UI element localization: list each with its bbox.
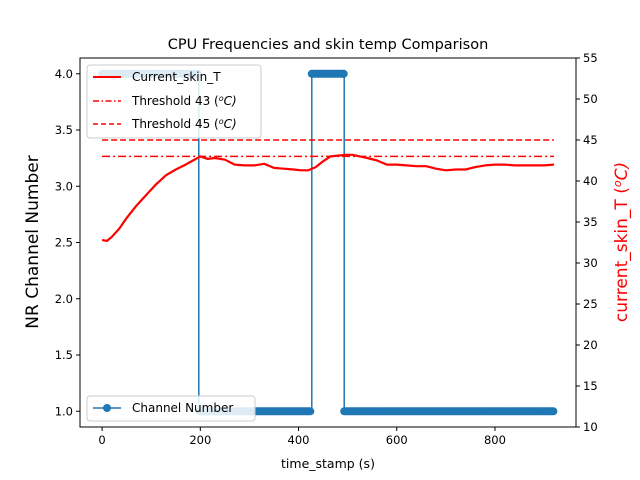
y-right-tick-label: 50 [583, 92, 598, 106]
x-tick-label: 600 [386, 433, 408, 447]
legend-box [86, 64, 262, 139]
y-right-tick-label: 40 [583, 174, 598, 188]
y-axis-left-label: NR Channel Number [23, 155, 43, 328]
y-right-tick-label: 30 [583, 256, 598, 270]
y-right-tick-label: 15 [583, 379, 598, 393]
x-axis: 0 200 400 600 800 [98, 427, 506, 447]
y-left-tick-label: 3.5 [55, 123, 73, 137]
legend-label-threshold-45: Threshold 45 (oC) [131, 117, 237, 131]
x-tick-label: 400 [288, 433, 310, 447]
channel-number-point [306, 407, 315, 416]
legend-marker-channel [103, 404, 111, 412]
channel-number-point [549, 407, 558, 416]
skin-temp-line [101, 153, 554, 242]
channel-number-point [339, 69, 348, 78]
y-axis-left: 1.0 1.5 2.0 2.5 3.0 3.5 4.0 [55, 67, 80, 418]
y-left-tick-label: 4.0 [55, 67, 73, 81]
y-left-tick-label: 1.5 [55, 348, 73, 362]
y-right-tick-label: 25 [583, 297, 598, 311]
legend-label-skin-temp: Current_skin_T [132, 70, 221, 84]
x-tick-label: 0 [98, 433, 105, 447]
legend-label-channel: Channel Number [132, 401, 233, 415]
x-tick-label: 200 [189, 433, 211, 447]
legend-upper-left: Current_skin_T Threshold 43 (oC) Thresho… [86, 64, 262, 139]
legend-lower-left: Channel Number [86, 395, 256, 422]
y-right-tick-label: 20 [583, 338, 598, 352]
y-left-tick-label: 2.0 [55, 292, 73, 306]
y-right-tick-label: 35 [583, 215, 598, 229]
y-left-tick-label: 3.0 [55, 179, 73, 193]
x-axis-label: time_stamp (s) [281, 456, 375, 471]
y-right-tick-label: 55 [583, 51, 598, 65]
legend-label-threshold-43: Threshold 43 (oC) [131, 94, 237, 108]
y-right-tick-label: 45 [583, 133, 598, 147]
chart-title: CPU Frequencies and skin temp Comparison [168, 37, 489, 53]
y-left-tick-label: 1.0 [55, 404, 73, 418]
x-tick-label: 800 [484, 433, 506, 447]
y-right-tick-label: 10 [583, 420, 598, 434]
y-left-tick-label: 2.5 [55, 236, 73, 250]
y-axis-right: 10 15 20 25 30 35 40 45 50 55 [576, 51, 598, 434]
y-axis-right-label: current_skin_T (oC) [611, 162, 632, 322]
legend-box [86, 395, 256, 422]
